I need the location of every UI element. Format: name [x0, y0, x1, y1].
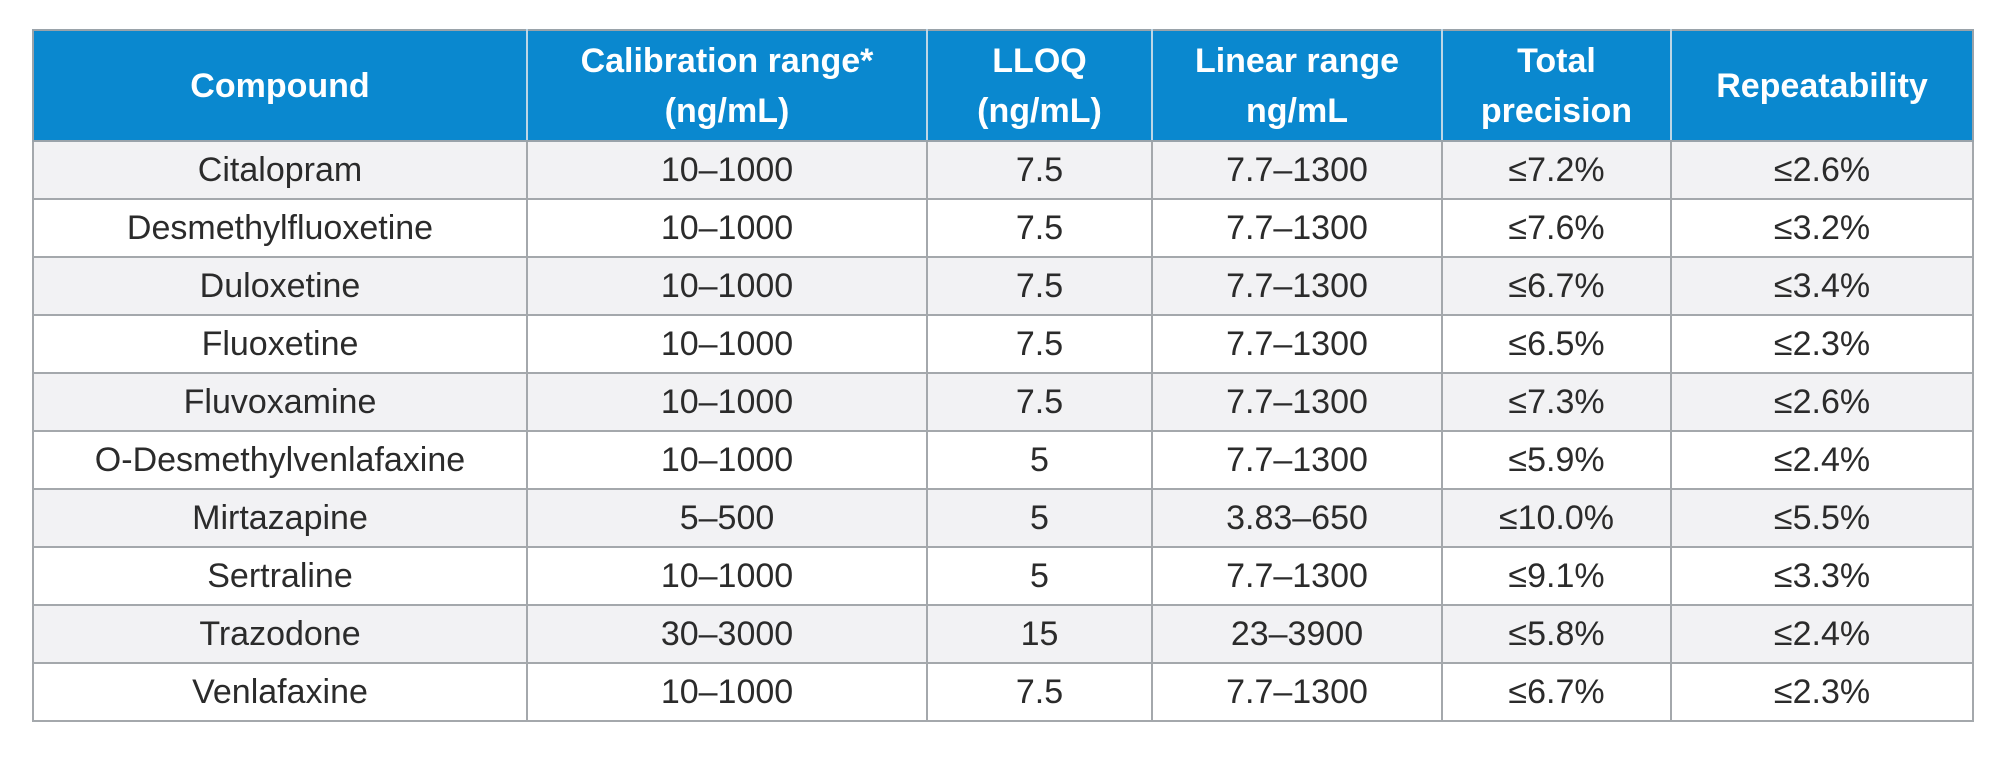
cell-linear-range: 7.7–1300: [1151, 256, 1443, 316]
table-row: Mirtazapine 5–500 5 3.83–650 ≤10.0% ≤5.5%: [32, 488, 1974, 548]
cell-compound: Fluoxetine: [32, 314, 528, 374]
table-row: Fluvoxamine 10–1000 7.5 7.7–1300 ≤7.3% ≤2.6%: [32, 372, 1974, 432]
table-row: Citalopram 10–1000 7.5 7.7–1300 ≤7.2% ≤2.6%: [32, 140, 1974, 200]
cell-lloq: 7.5: [926, 256, 1153, 316]
cell-compound: Sertraline: [32, 546, 528, 606]
cell-calibration-range: 10–1000: [526, 372, 928, 432]
cell-repeatability: ≤2.3%: [1670, 314, 1974, 374]
cell-total-precision: ≤6.7%: [1441, 256, 1672, 316]
cell-calibration-range: 10–1000: [526, 662, 928, 722]
header-calibration-range: Calibration range* (ng/mL): [526, 29, 928, 142]
header-total-precision: Total precision: [1441, 29, 1672, 142]
cell-calibration-range: 10–1000: [526, 430, 928, 490]
cell-repeatability: ≤2.4%: [1670, 430, 1974, 490]
table-row: Duloxetine 10–1000 7.5 7.7–1300 ≤6.7% ≤3.4%: [32, 256, 1974, 316]
data-table: Compound Calibration range* (ng/mL) LLOQ…: [32, 29, 1974, 722]
table-row: Sertraline 10–1000 5 7.7–1300 ≤9.1% ≤3.3%: [32, 546, 1974, 606]
cell-calibration-range: 5–500: [526, 488, 928, 548]
cell-compound: Citalopram: [32, 140, 528, 200]
table-row: Desmethylfluoxetine 10–1000 7.5 7.7–1300 ≤7.…: [32, 198, 1974, 258]
cell-linear-range: 7.7–1300: [1151, 662, 1443, 722]
cell-compound: Trazodone: [32, 604, 528, 664]
cell-repeatability: ≤2.3%: [1670, 662, 1974, 722]
table-row: Fluoxetine 10–1000 7.5 7.7–1300 ≤6.5% ≤2.3%: [32, 314, 1974, 374]
cell-total-precision: ≤10.0%: [1441, 488, 1672, 548]
cell-repeatability: ≤3.2%: [1670, 198, 1974, 258]
cell-linear-range: 7.7–1300: [1151, 314, 1443, 374]
header-linear-range: Linear range ng/mL: [1151, 29, 1443, 142]
cell-linear-range: 3.83–650: [1151, 488, 1443, 548]
cell-repeatability: ≤2.6%: [1670, 140, 1974, 200]
header-compound: Compound: [32, 29, 528, 142]
cell-repeatability: ≤3.4%: [1670, 256, 1974, 316]
cell-total-precision: ≤6.7%: [1441, 662, 1672, 722]
cell-linear-range: 7.7–1300: [1151, 430, 1443, 490]
cell-linear-range: 7.7–1300: [1151, 372, 1443, 432]
cell-total-precision: ≤5.9%: [1441, 430, 1672, 490]
cell-linear-range: 7.7–1300: [1151, 140, 1443, 200]
cell-total-precision: ≤5.8%: [1441, 604, 1672, 664]
table-body: Citalopram 10–1000 7.5 7.7–1300 ≤7.2% ≤2.6% De…: [32, 140, 1974, 722]
cell-calibration-range: 10–1000: [526, 140, 928, 200]
cell-repeatability: ≤3.3%: [1670, 546, 1974, 606]
cell-lloq: 7.5: [926, 198, 1153, 258]
cell-lloq: 5: [926, 430, 1153, 490]
cell-lloq: 5: [926, 546, 1153, 606]
cell-calibration-range: 10–1000: [526, 314, 928, 374]
cell-lloq: 7.5: [926, 140, 1153, 200]
header-lloq: LLOQ (ng/mL): [926, 29, 1153, 142]
cell-compound: Duloxetine: [32, 256, 528, 316]
cell-lloq: 7.5: [926, 372, 1153, 432]
cell-linear-range: 7.7–1300: [1151, 546, 1443, 606]
cell-lloq: 7.5: [926, 662, 1153, 722]
cell-lloq: 5: [926, 488, 1153, 548]
cell-calibration-range: 30–3000: [526, 604, 928, 664]
cell-total-precision: ≤6.5%: [1441, 314, 1672, 374]
cell-repeatability: ≤5.5%: [1670, 488, 1974, 548]
data-table-container: Compound Calibration range* (ng/mL) LLOQ…: [32, 29, 1974, 722]
cell-lloq: 7.5: [926, 314, 1153, 374]
cell-compound: Desmethylfluoxetine: [32, 198, 528, 258]
table-row: O-Desmethylvenlafaxine 10–1000 5 7.7–1300 ≤5…: [32, 430, 1974, 490]
cell-total-precision: ≤7.6%: [1441, 198, 1672, 258]
cell-compound: O-Desmethylvenlafaxine: [32, 430, 528, 490]
cell-lloq: 15: [926, 604, 1153, 664]
cell-total-precision: ≤7.3%: [1441, 372, 1672, 432]
header-repeatability: Repeatability: [1670, 29, 1974, 142]
cell-compound: Fluvoxamine: [32, 372, 528, 432]
cell-calibration-range: 10–1000: [526, 546, 928, 606]
table-row: Venlafaxine 10–1000 7.5 7.7–1300 ≤6.7% ≤2.3%: [32, 662, 1974, 722]
cell-repeatability: ≤2.4%: [1670, 604, 1974, 664]
cell-total-precision: ≤9.1%: [1441, 546, 1672, 606]
table-row: Trazodone 30–3000 15 23–3900 ≤5.8% ≤2.4%: [32, 604, 1974, 664]
cell-repeatability: ≤2.6%: [1670, 372, 1974, 432]
cell-compound: Mirtazapine: [32, 488, 528, 548]
table-header: Compound Calibration range* (ng/mL) LLOQ…: [32, 29, 1974, 142]
cell-linear-range: 7.7–1300: [1151, 198, 1443, 258]
cell-calibration-range: 10–1000: [526, 256, 928, 316]
cell-linear-range: 23–3900: [1151, 604, 1443, 664]
cell-compound: Venlafaxine: [32, 662, 528, 722]
header-row: Compound Calibration range* (ng/mL) LLOQ…: [32, 29, 1974, 142]
cell-calibration-range: 10–1000: [526, 198, 928, 258]
cell-total-precision: ≤7.2%: [1441, 140, 1672, 200]
